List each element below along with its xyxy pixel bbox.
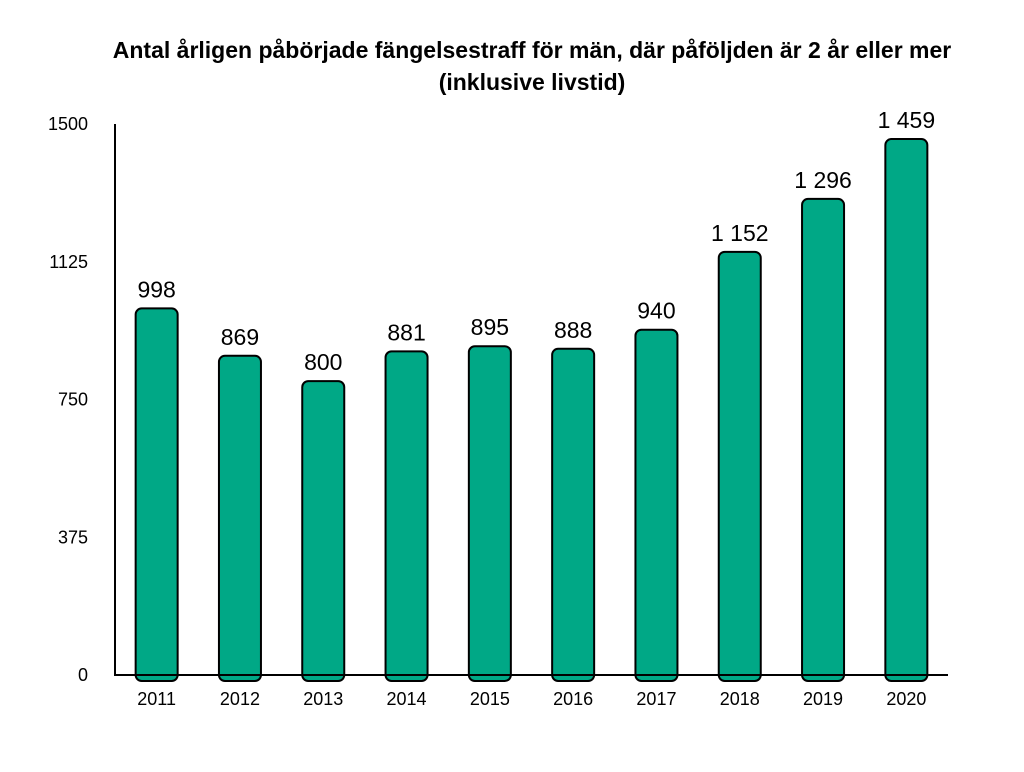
bar-2013: [301, 380, 346, 682]
y-tick-label: 750: [58, 390, 88, 410]
bar-2011: [134, 307, 179, 682]
x-tick-label: 2017: [636, 689, 676, 709]
bar-2017: [634, 328, 679, 682]
bar-2014: [384, 350, 429, 682]
bar-2015: [467, 345, 512, 682]
axes: [114, 124, 948, 676]
x-tick-label: 2019: [803, 689, 843, 709]
x-tick-label: 2016: [553, 689, 593, 709]
x-tick-label: 2011: [137, 689, 176, 709]
bar-2018: [717, 250, 762, 682]
value-label-2014: 881: [387, 319, 425, 345]
y-tick-label: 0: [78, 665, 88, 685]
bar-2016: [551, 347, 596, 682]
x-axis-labels: 2011 2012 2013 2014 2015 2016 2017 2018 2019 2020: [137, 689, 926, 709]
value-label-2013: 800: [304, 349, 342, 375]
bar-series: [134, 138, 929, 682]
value-label-2018: 1 152: [711, 220, 769, 246]
x-tick-label: 2014: [387, 689, 427, 709]
x-tick-label: 2013: [303, 689, 343, 709]
y-tick-label: 375: [58, 527, 88, 547]
x-tick-label: 2018: [720, 689, 760, 709]
x-tick-label: 2015: [470, 689, 510, 709]
value-label-2020: 1 459: [878, 107, 936, 133]
x-tick-label: 2020: [886, 689, 926, 709]
y-axis-ticks: 0 375 750 1125 1500: [48, 114, 88, 685]
value-labels: 998 869 800 881 895 888 940 1 152 1 296 1 459: [137, 107, 935, 375]
value-label-2012: 869: [221, 324, 259, 350]
value-label-2015: 895: [471, 314, 509, 340]
value-label-2017: 940: [637, 298, 675, 324]
chart-title: Antal årligen påbörjade fängelsestraff f…: [112, 37, 952, 95]
bar-2020: [884, 138, 929, 682]
value-label-2019: 1 296: [794, 167, 852, 193]
value-label-2011: 998: [137, 276, 175, 302]
value-label-2016: 888: [554, 317, 592, 343]
bar-2019: [801, 197, 846, 682]
bar-2012: [217, 354, 262, 682]
x-tick-label: 2012: [220, 689, 260, 709]
y-tick-label: 1500: [48, 114, 88, 134]
y-tick-label: 1125: [49, 252, 88, 272]
